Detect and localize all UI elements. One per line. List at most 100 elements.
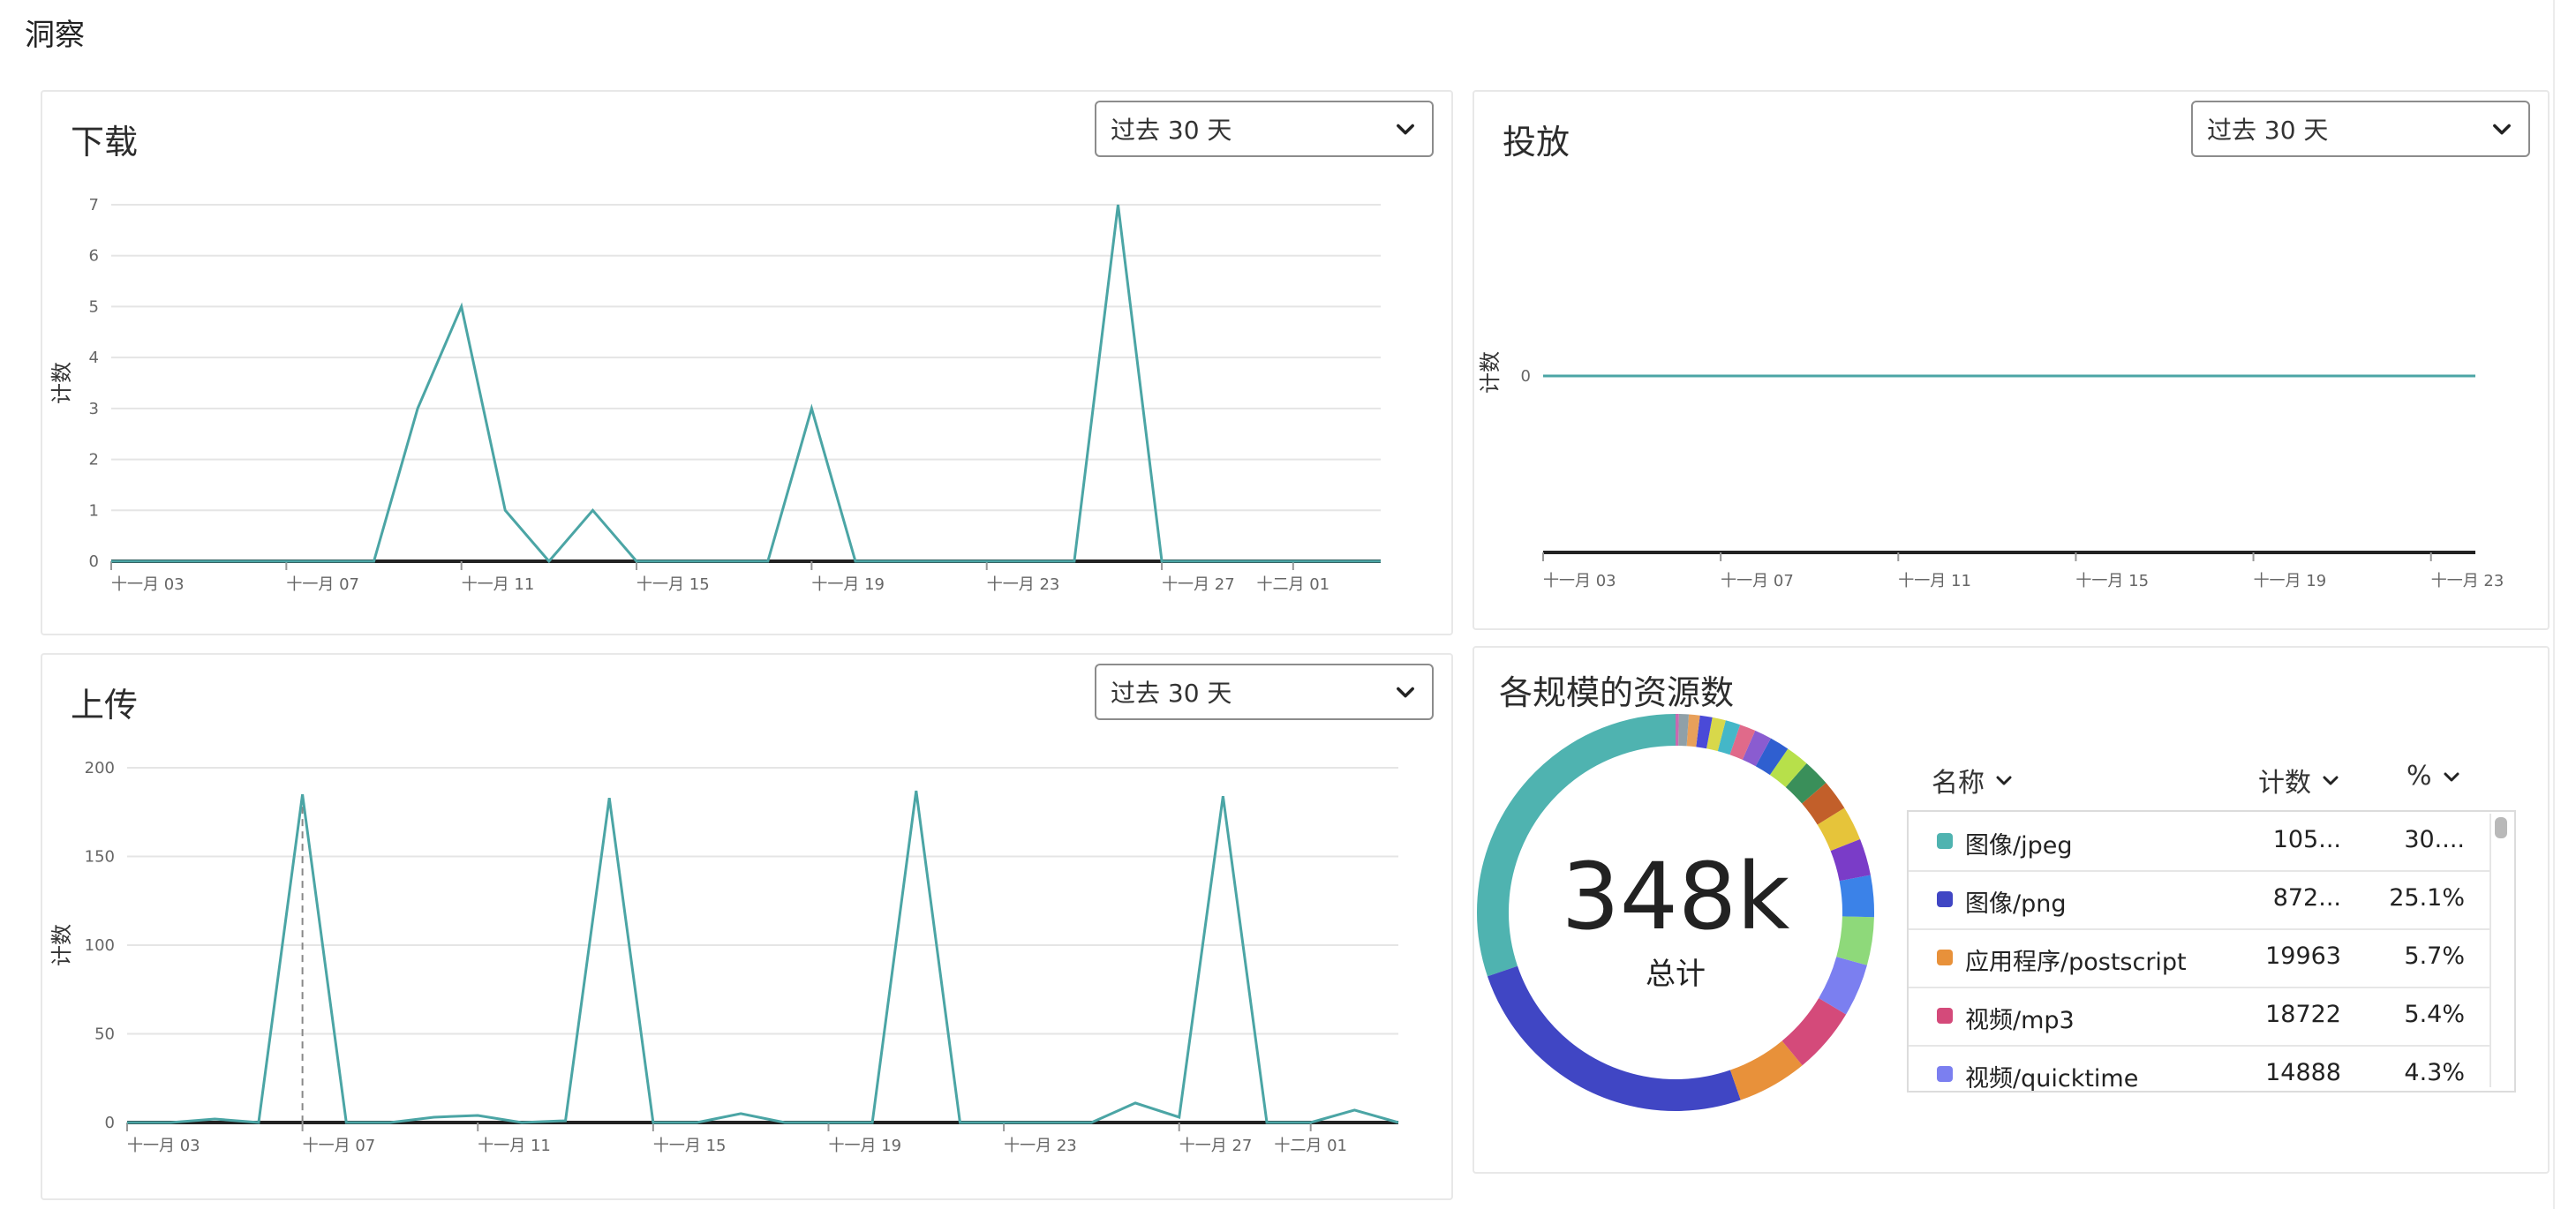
x-tick-label: 十一月 15	[636, 575, 710, 594]
x-tick-label: 十一月 19	[828, 1137, 901, 1155]
placements-period-value: 过去 30 天	[2207, 116, 2329, 145]
legend-percent: 25.1%	[2389, 884, 2465, 912]
legend-row[interactable]: 应用程序/postscript 19963 5.7%	[1909, 928, 2491, 988]
downloads-period-select[interactable]: 过去 30 天	[1095, 101, 1434, 157]
legend-count: 18722	[2265, 1001, 2341, 1028]
y-tick-label: 100	[85, 936, 115, 955]
uploads-period-select[interactable]: 过去 30 天	[1095, 664, 1434, 720]
y-tick-label: 3	[89, 400, 99, 418]
placements-period-select[interactable]: 过去 30 天	[2191, 101, 2530, 157]
legend-scroll-thumb[interactable]	[2495, 817, 2507, 838]
series-line	[111, 204, 1381, 564]
x-tick-label: 十一月 03	[1543, 572, 1616, 590]
legend-name: 视频/quicktime	[1965, 1065, 2139, 1093]
chevron-down-icon	[2444, 772, 2459, 781]
chevron-down-icon	[2323, 776, 2339, 785]
y-tick-label: 1	[89, 501, 99, 520]
chevron-down-icon	[1996, 776, 2012, 785]
x-tick-label: 十一月 23	[2431, 572, 2504, 590]
header-name-label: 名称	[1932, 768, 1985, 799]
x-tick-label: 十一月 07	[303, 1137, 376, 1155]
y-tick-label: 150	[85, 848, 115, 867]
x-tick-label: 十一月 19	[2254, 572, 2327, 590]
y-tick-label: 4	[89, 349, 99, 367]
x-tick-label: 十一月 27	[1162, 575, 1235, 594]
placements-chart: 计数 0 十一月 03 十一月 07 十一月 11 十一月 15 十一月 19 十一月 23	[1478, 351, 2504, 590]
legend-name: 视频/mp3	[1965, 1007, 2075, 1034]
legend-name: 图像/png	[1965, 890, 2067, 918]
uploads-chart: 计数 0 50 100 150 200 十一月 03 十一月 07 十一月 11 十一月 15 十一…	[49, 759, 1399, 1155]
y-tick-label: 6	[89, 247, 99, 266]
legend-name: 应用程序/postscript	[1965, 949, 2187, 976]
chevron-down-icon	[2493, 124, 2511, 135]
x-tick-label: 十一月 07	[286, 575, 359, 594]
donut-slice	[1477, 714, 1874, 1111]
uploads-period-value: 过去 30 天	[1111, 679, 1232, 708]
x-tick-label: 十一月 15	[653, 1137, 727, 1155]
y-tick-label: 5	[89, 297, 99, 316]
downloads-period-value: 过去 30 天	[1111, 116, 1232, 145]
legend-swatch	[1937, 833, 1953, 849]
legend-percent: 30....	[2404, 826, 2465, 853]
x-tick-label: 十一月 19	[811, 575, 885, 594]
sort-by-name[interactable]: 名称	[1932, 761, 2015, 800]
page-scrollbar[interactable]	[2553, 0, 2576, 1209]
legend-row[interactable]: 视频/quicktime 14888 4.3%	[1909, 1045, 2491, 1093]
legend-row[interactable]: 图像/png 872... 25.1%	[1909, 870, 2491, 930]
legend-count: 19963	[2265, 942, 2341, 970]
x-tick-label: 十一月 23	[987, 575, 1060, 594]
downloads-title: 下载	[71, 123, 139, 161]
x-tick-label: 十二月 01	[1257, 575, 1330, 594]
y-tick-label: 200	[85, 759, 115, 777]
sort-by-percent[interactable]: %	[2407, 761, 2462, 792]
legend-swatch	[1937, 891, 1953, 907]
y-tick-label: 2	[89, 451, 99, 469]
donut-slice	[1477, 714, 1874, 1111]
legend-table: 图像/jpeg 105... 30.... 图像/png 872... 25.1…	[1907, 810, 2516, 1093]
downloads-card: 下载 过去 30 天 计数 0 1 2 3 4 5 6 7 十一月 03 十一月 07 十一月 11 十…	[41, 90, 1453, 635]
legend-row[interactable]: 图像/jpeg 105... 30....	[1909, 812, 2491, 872]
y-axis-title: 计数	[49, 362, 74, 404]
uploads-card: 上传 过去 30 天 计数 0 50 100 150 200 十一月 03 十一月 07 十一月…	[41, 653, 1453, 1200]
legend-count: 14888	[2265, 1059, 2341, 1086]
y-tick-label: 50	[94, 1025, 115, 1044]
assets-title: 各规模的资源数	[1499, 673, 1735, 712]
legend-percent: 4.3%	[2404, 1059, 2465, 1086]
y-tick-label: 0	[89, 552, 99, 571]
x-tick-label: 十二月 01	[1274, 1137, 1347, 1155]
x-tick-label: 十一月 07	[1721, 572, 1794, 590]
y-tick-label: 7	[89, 196, 99, 214]
page-title: 洞察	[25, 18, 85, 53]
y-tick-label: 0	[1521, 367, 1531, 386]
sort-by-count[interactable]: 计数	[2258, 761, 2341, 800]
series-line	[127, 790, 1399, 1124]
legend-swatch	[1937, 950, 1953, 965]
chevron-down-icon	[1397, 687, 1414, 698]
chevron-down-icon	[1397, 124, 1414, 135]
header-pct-label: %	[2407, 761, 2432, 792]
x-tick-label: 十一月 03	[111, 575, 185, 594]
uploads-title: 上传	[71, 686, 139, 725]
legend-percent: 5.7%	[2404, 942, 2465, 970]
legend-count: 105...	[2272, 826, 2341, 853]
legend-swatch	[1937, 1066, 1953, 1082]
x-tick-label: 十一月 15	[2075, 572, 2149, 590]
total-label: 总计	[1646, 957, 1706, 992]
y-axis-title: 计数	[49, 924, 74, 966]
donut-slice	[1477, 714, 1874, 1111]
y-axis-title: 计数	[1478, 351, 1503, 394]
assets-donut-chart	[1477, 714, 1874, 1111]
legend-row[interactable]: 视频/mp3 18722 5.4%	[1909, 987, 2491, 1047]
x-tick-label: 十一月 11	[478, 1137, 551, 1155]
legend-name: 图像/jpeg	[1965, 832, 2073, 860]
x-tick-label: 十一月 27	[1179, 1137, 1253, 1155]
legend-scrollbar[interactable]	[2489, 814, 2511, 1087]
x-tick-label: 十一月 11	[462, 575, 535, 594]
legend-percent: 5.4%	[2404, 1001, 2465, 1028]
placements-title: 投放	[1503, 123, 1570, 161]
x-tick-label: 十一月 11	[1898, 572, 1971, 590]
header-count-label: 计数	[2258, 768, 2311, 799]
placements-card: 投放 过去 30 天 计数 0 十一月 03 十一月 07 十一月 11 十一月 15 十一…	[1473, 90, 2550, 630]
assets-card: 各规模的资源数 348k 总计 名称 计数 % 图像/jpeg 105... 3…	[1473, 646, 2550, 1174]
legend-count: 872...	[2272, 884, 2341, 912]
